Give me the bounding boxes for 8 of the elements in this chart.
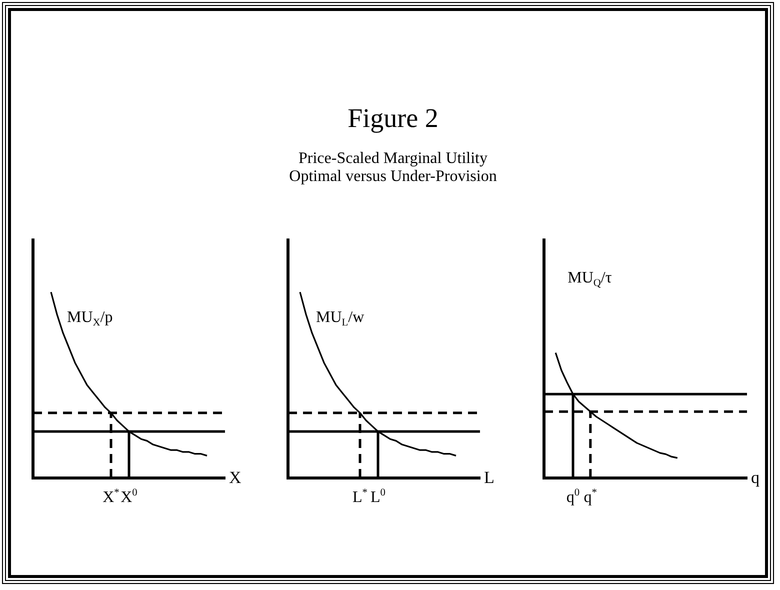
x-tick-label: L*: [352, 488, 368, 506]
x-axis-title: L: [484, 468, 494, 487]
x-axis-title: X: [229, 468, 242, 487]
x-tick-label: X*: [102, 488, 120, 506]
x-axis-title: q: [751, 468, 760, 487]
x-tick-label: q*: [584, 488, 598, 506]
chart-title: Figure 2: [346, 103, 440, 134]
chart-subtitle: Price-Scaled Marginal Utility Optimal versus Under-Provision: [288, 150, 498, 186]
